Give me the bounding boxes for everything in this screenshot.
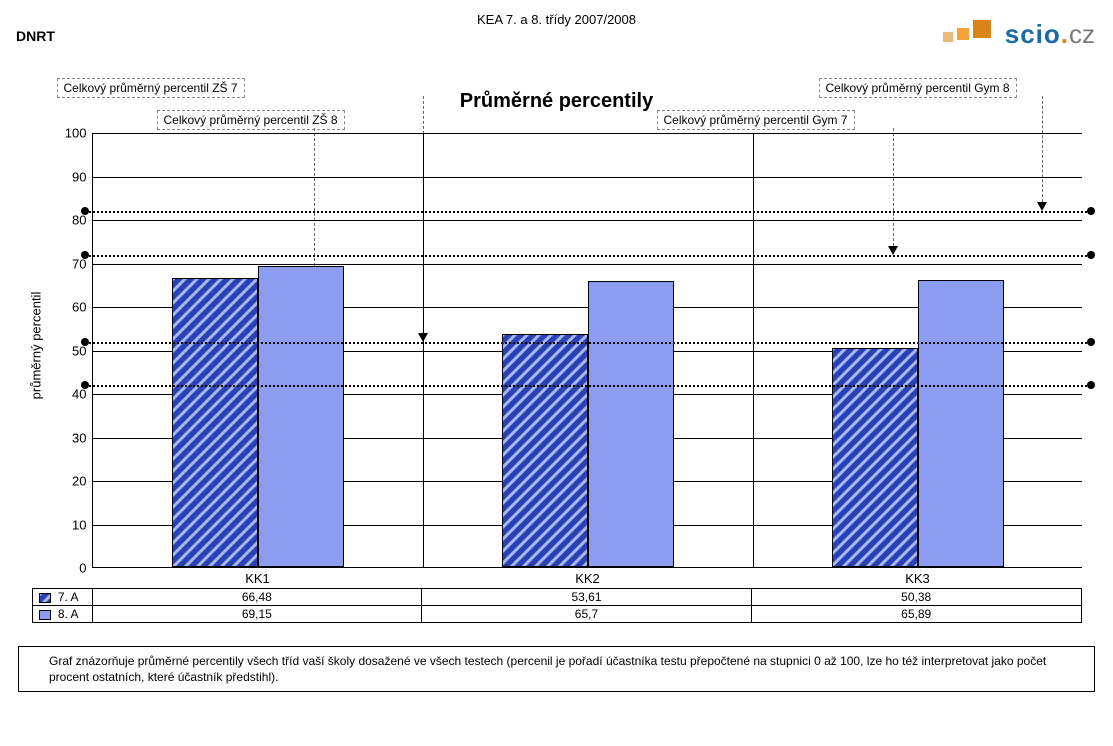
table-cell: 53,61 bbox=[422, 589, 752, 606]
y-tick-label: 30 bbox=[72, 430, 86, 445]
table-cell: 50,38 bbox=[751, 589, 1081, 606]
caption-box: Graf znázorňuje průměrné percentily všec… bbox=[18, 646, 1095, 692]
scio-logo: scio.cz bbox=[941, 18, 1095, 51]
x-category-label: KK2 bbox=[575, 571, 600, 586]
reference-line bbox=[85, 255, 1091, 257]
y-tick-label: 60 bbox=[72, 300, 86, 315]
category-divider bbox=[423, 133, 424, 567]
caption-text: Graf znázorňuje průměrné percentily všec… bbox=[49, 654, 1046, 684]
reference-line-endpoint bbox=[81, 251, 89, 259]
y-tick-label: 20 bbox=[72, 474, 86, 489]
bar bbox=[258, 266, 344, 567]
bar bbox=[588, 281, 674, 567]
legend-swatch-8a bbox=[39, 610, 51, 620]
dnrt-label: DNRT bbox=[16, 28, 55, 44]
callout-label: Celkový průměrný percentil ZŠ 8 bbox=[157, 110, 345, 130]
legend-label-7a: 7. A bbox=[58, 590, 79, 604]
reference-line-endpoint bbox=[1087, 207, 1095, 215]
data-table: 7. A 66,48 53,61 50,38 8. A 69,15 65,7 6… bbox=[32, 588, 1082, 623]
logo-squares-icon bbox=[941, 18, 995, 51]
y-tick-label: 100 bbox=[65, 126, 87, 141]
reference-line-endpoint bbox=[81, 381, 89, 389]
legend-swatch-7a bbox=[39, 593, 51, 603]
gridline bbox=[93, 177, 1082, 178]
bar bbox=[832, 348, 918, 567]
x-category-label: KK3 bbox=[905, 571, 930, 586]
plot-area: 0102030405060708090100KK1KK2KK3 bbox=[92, 133, 1082, 568]
chart-title: Průměrné percentily bbox=[460, 90, 653, 113]
y-axis-label: průměrný percentil bbox=[28, 292, 43, 400]
bar bbox=[172, 278, 258, 567]
gridline bbox=[93, 133, 1082, 134]
table-row: 8. A 69,15 65,7 65,89 bbox=[32, 606, 1081, 623]
reference-line-endpoint bbox=[81, 207, 89, 215]
table-cell: 65,89 bbox=[751, 606, 1081, 623]
category-divider bbox=[753, 133, 754, 567]
reference-line bbox=[85, 385, 1091, 387]
y-tick-label: 10 bbox=[72, 517, 86, 532]
reference-line-endpoint bbox=[81, 338, 89, 346]
reference-line-endpoint bbox=[1087, 251, 1095, 259]
bar bbox=[918, 280, 1004, 567]
table-cell: 69,15 bbox=[92, 606, 422, 623]
x-category-label: KK1 bbox=[245, 571, 270, 586]
table-row: 7. A 66,48 53,61 50,38 bbox=[32, 589, 1081, 606]
callout-label: Celkový průměrný percentil Gym 7 bbox=[657, 110, 855, 130]
gridline bbox=[93, 264, 1082, 265]
logo-text: scio.cz bbox=[1005, 19, 1095, 50]
reference-line-endpoint bbox=[1087, 381, 1095, 389]
table-cell: 66,48 bbox=[92, 589, 422, 606]
reference-line bbox=[85, 211, 1091, 213]
bar bbox=[502, 334, 588, 567]
page-subtitle: KEA 7. a 8. třídy 2007/2008 bbox=[477, 12, 636, 27]
legend-label-8a: 8. A bbox=[58, 607, 79, 621]
callout-label: Celkový průměrný percentil Gym 8 bbox=[819, 78, 1017, 98]
y-tick-label: 90 bbox=[72, 169, 86, 184]
reference-line-endpoint bbox=[1087, 338, 1095, 346]
y-tick-label: 0 bbox=[79, 561, 86, 576]
reference-line bbox=[85, 342, 1091, 344]
table-cell: 65,7 bbox=[422, 606, 752, 623]
chart-container: Průměrné percentily průměrný percentil C… bbox=[12, 58, 1102, 638]
callout-label: Celkový průměrný percentil ZŠ 7 bbox=[57, 78, 245, 98]
gridline bbox=[93, 220, 1082, 221]
